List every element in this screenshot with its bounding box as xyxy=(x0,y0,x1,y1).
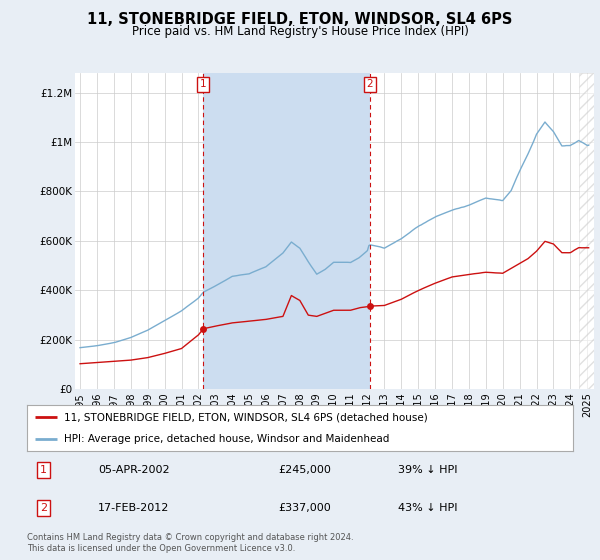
Text: 1: 1 xyxy=(40,465,47,475)
Text: 11, STONEBRIDGE FIELD, ETON, WINDSOR, SL4 6PS: 11, STONEBRIDGE FIELD, ETON, WINDSOR, SL… xyxy=(88,12,512,27)
Bar xyxy=(579,73,600,389)
Text: HPI: Average price, detached house, Windsor and Maidenhead: HPI: Average price, detached house, Wind… xyxy=(64,435,389,444)
Text: 05-APR-2002: 05-APR-2002 xyxy=(98,465,170,475)
Text: £337,000: £337,000 xyxy=(278,503,331,513)
Text: £245,000: £245,000 xyxy=(278,465,331,475)
Text: 43% ↓ HPI: 43% ↓ HPI xyxy=(398,503,458,513)
Text: 17-FEB-2012: 17-FEB-2012 xyxy=(98,503,169,513)
Text: Contains HM Land Registry data © Crown copyright and database right 2024.
This d: Contains HM Land Registry data © Crown c… xyxy=(27,533,353,553)
Text: Price paid vs. HM Land Registry's House Price Index (HPI): Price paid vs. HM Land Registry's House … xyxy=(131,25,469,38)
Text: 11, STONEBRIDGE FIELD, ETON, WINDSOR, SL4 6PS (detached house): 11, STONEBRIDGE FIELD, ETON, WINDSOR, SL… xyxy=(64,412,428,422)
Text: 2: 2 xyxy=(367,79,373,89)
Bar xyxy=(203,73,370,389)
Text: 1: 1 xyxy=(200,79,206,89)
Text: 2: 2 xyxy=(40,503,47,513)
Text: 39% ↓ HPI: 39% ↓ HPI xyxy=(398,465,458,475)
